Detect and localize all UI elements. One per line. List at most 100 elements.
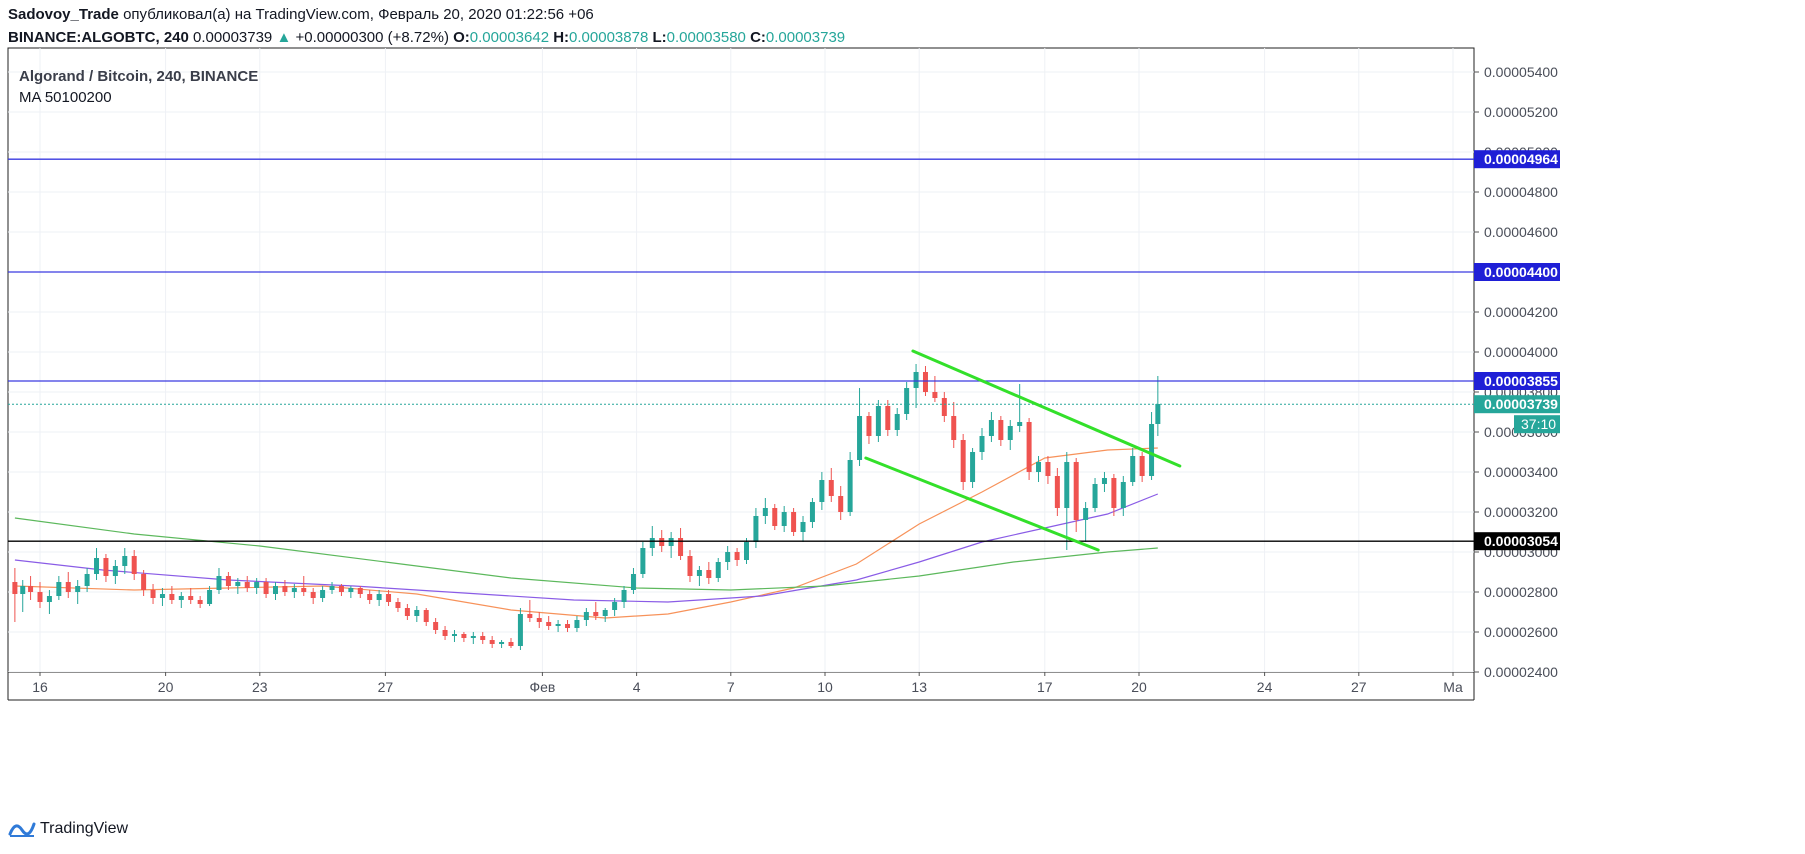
author-name[interactable]: Sadovoy_Trade [8,6,119,23]
candle-down [169,594,175,600]
last-price: 0.00003739 [193,29,273,46]
candle-down [1139,456,1145,476]
candle-up [753,516,759,542]
candle-down [65,582,71,592]
legend-title: Algorand / Bitcoin, 240, BINANCE [19,68,259,85]
candle-up [1120,482,1126,508]
tradingview-logo-icon [8,822,36,837]
candle-down [301,588,307,592]
candle-up [216,576,222,590]
publish-text: опубликовал(а) на TradingView.com, Февра… [123,6,594,23]
candle-down [678,538,684,556]
x-tick-label: 17 [1037,679,1053,695]
candle-up [376,594,382,600]
candle-up [696,570,702,576]
high-value: 0.00003878 [569,29,649,46]
candle-down [960,440,966,482]
candle-up [979,436,985,452]
level-badge [1474,263,1560,281]
x-tick-label: 24 [1257,679,1273,695]
candle-up [800,522,806,532]
candle-up [94,558,100,574]
candle-up [970,452,976,482]
candle-down [433,622,439,630]
candle-down [1111,478,1117,508]
candle-down [932,392,938,398]
trend-line-channel-top [911,349,1182,468]
plot-area [8,48,1474,672]
candle-down [508,642,514,646]
x-tick-label: Фев [529,679,555,695]
candle-down [461,634,467,638]
candle-up [1007,426,1013,440]
candle-down [150,590,156,598]
candle-up [583,612,589,620]
candle-up [913,372,919,388]
y-tick-label: 0.00004800 [1484,184,1558,200]
candle-up [84,574,90,586]
candle-up [470,636,476,638]
candle-up [499,642,505,644]
y-tick-label: 0.00004200 [1484,304,1558,320]
countdown-badge [1514,415,1560,434]
low-label: L: [652,29,667,46]
candle-down [103,558,109,576]
candle-up [1101,478,1107,484]
x-tick-label: 27 [1351,679,1367,695]
candle-down [1054,476,1060,508]
candle-down [527,614,533,618]
open-label: O: [453,29,470,46]
candle-up [744,542,749,560]
candle-up [329,586,335,590]
candle-down [12,582,18,594]
candle-up [1083,508,1089,520]
candle-up [819,480,825,502]
candle-down [1045,462,1051,476]
candle-down [687,556,693,576]
candle-down [263,582,269,594]
candle-up [630,574,636,590]
candle-up [715,562,721,578]
candle-down [386,594,392,602]
open-value: 0.00003642 [469,29,550,46]
x-tick-label: 20 [1131,679,1147,695]
candle-up [894,414,900,430]
candle-up [1036,462,1042,472]
candle-down [922,372,928,392]
chart-legend: Algorand / Bitcoin, 240, BINANCE MA 5010… [19,66,258,108]
candle-down [244,582,250,588]
candle-up [348,588,354,592]
tradingview-brand: TradingView [40,820,129,837]
candle-down [338,586,344,592]
candle-down [866,416,872,436]
candle-up [621,590,627,602]
candle-up [1130,456,1136,482]
ma-line-ma200 [14,517,1158,591]
candle-up [159,594,165,598]
candle-up [875,406,881,436]
level-badge [1474,150,1560,169]
candle-down [395,602,401,608]
candle-up [207,590,213,604]
y-tick-label: 0.00002600 [1484,624,1558,640]
low-value: 0.00003580 [666,29,746,46]
legend-indicator[interactable]: MA 50100200 [19,89,112,106]
symbol-label: BINANCE:ALGOBTC, 240 [8,29,189,46]
candle-up [904,388,910,414]
candle-up [1092,484,1098,508]
candle-down [706,570,712,578]
level-badge [1474,532,1560,551]
tradingview-footer[interactable]: TradingView [8,820,128,838]
candle-down [310,592,316,598]
last-price-badge-label: 0.00003739 [1484,396,1558,412]
candle-up [414,610,420,616]
candle-down [37,592,43,602]
candle-up [56,582,62,596]
candle-up [725,552,731,562]
y-tick-label: 0.00003400 [1484,464,1558,480]
candle-up [649,538,655,548]
level-badge-label: 0.00003855 [1484,373,1558,389]
last-price-badge [1474,395,1560,414]
candle-up [254,582,260,588]
